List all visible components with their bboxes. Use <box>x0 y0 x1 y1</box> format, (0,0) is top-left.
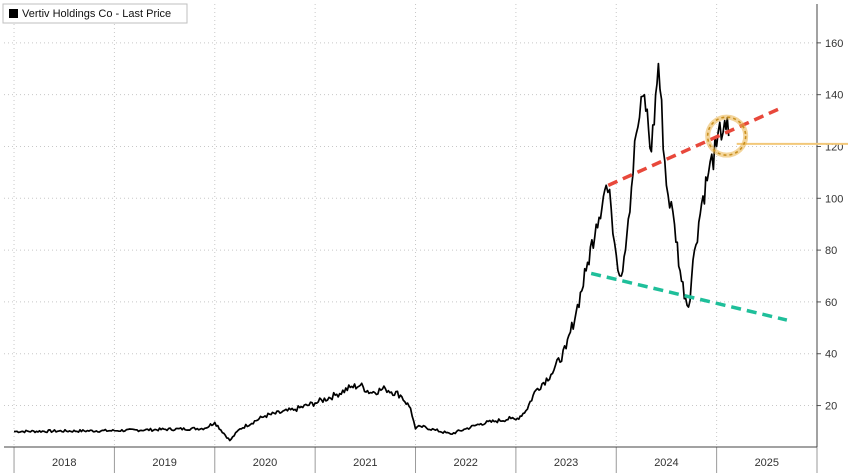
series-layer <box>14 62 730 442</box>
price-line <box>14 62 730 442</box>
highlight-circle <box>706 116 747 156</box>
legend-label: Vertiv Holdings Co - Last Price <box>22 8 171 20</box>
x-tick-label: 2021 <box>353 457 377 469</box>
legend-swatch <box>9 9 18 18</box>
x-tick-label: 2018 <box>52 457 76 469</box>
y-tick-label: 20 <box>825 401 837 413</box>
legend-box <box>2 3 188 24</box>
y-tick-label: 40 <box>825 349 837 361</box>
y-tick-label: 80 <box>825 245 837 257</box>
x-tick-label: 2025 <box>755 457 779 469</box>
x-tick-label: 2023 <box>554 457 578 469</box>
x-tick-label: 2020 <box>253 457 277 469</box>
legend: Vertiv Holdings Co - Last Price <box>2 3 188 24</box>
y-tick-label: 140 <box>825 90 843 102</box>
x-tick-label: 2024 <box>654 457 678 469</box>
x-tick-label: 2019 <box>152 457 176 469</box>
y-tick-label: 100 <box>825 193 843 205</box>
support-trendline <box>590 271 788 322</box>
y-tick-label: 60 <box>825 297 837 309</box>
x-tick-label: 2022 <box>453 457 477 469</box>
annotation-layer-front <box>590 106 788 322</box>
y-tick-label: 160 <box>825 38 843 50</box>
